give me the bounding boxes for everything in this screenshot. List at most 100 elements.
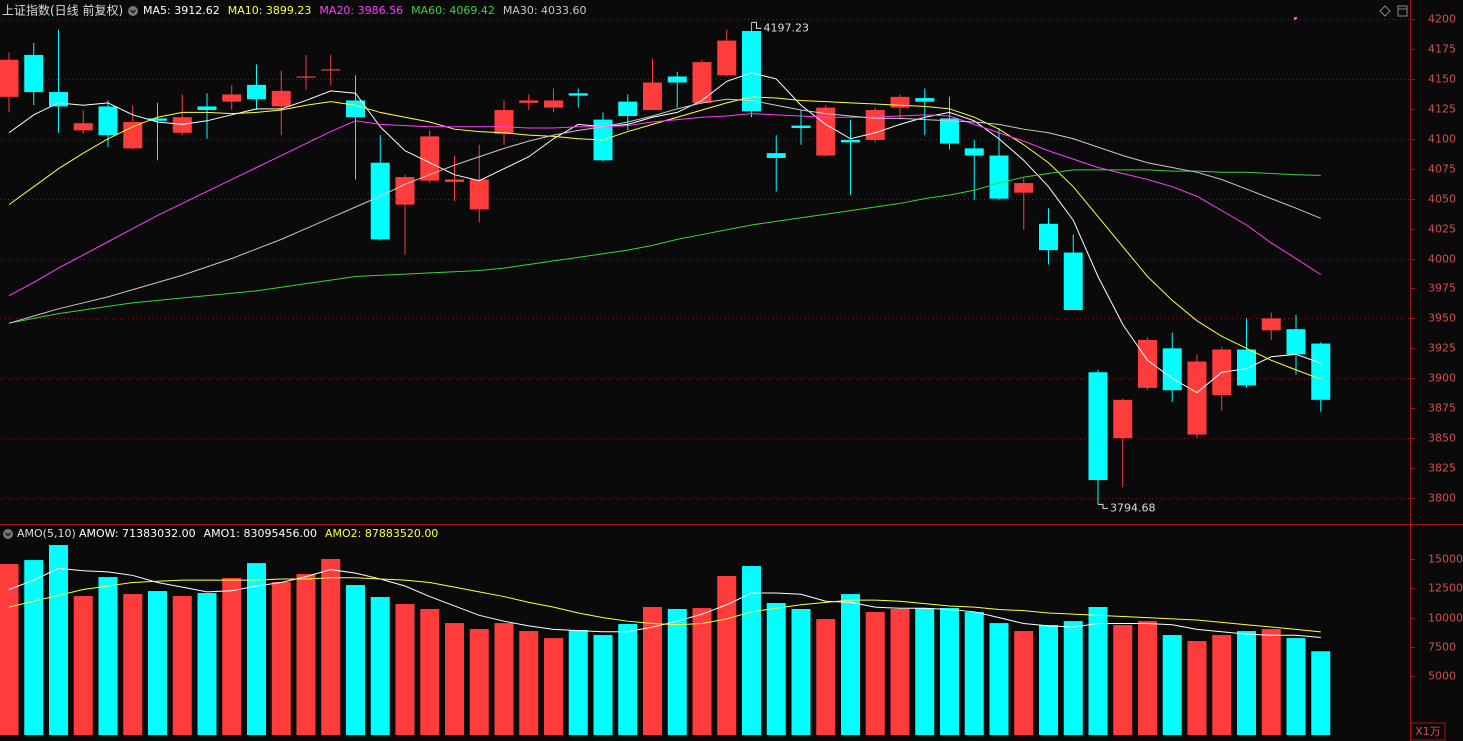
candle-body xyxy=(370,162,390,240)
y-tick-label: 7500 xyxy=(1428,641,1456,654)
menu-icon[interactable] xyxy=(3,529,13,539)
volume-bar xyxy=(643,606,662,735)
candle-body xyxy=(915,98,935,102)
volume-bar xyxy=(1261,629,1281,735)
candle-body xyxy=(321,69,341,71)
y-tick-label: 4025 xyxy=(1428,223,1456,236)
y-tick-label: 3975 xyxy=(1428,282,1456,295)
volume-bar xyxy=(1311,651,1331,735)
legend-entry: MA20: 3986.56 xyxy=(319,4,403,17)
annotation-label: 3794.68 xyxy=(1110,501,1156,514)
y-tick-label: 15000 xyxy=(1428,553,1463,566)
volume-bar xyxy=(1014,631,1034,735)
y-tick-label: 10000 xyxy=(1428,612,1463,625)
volume-bar xyxy=(544,638,563,735)
candle-body xyxy=(445,179,464,182)
candle-body xyxy=(0,59,19,97)
candle-body xyxy=(73,123,93,131)
candle-body xyxy=(544,100,563,108)
volume-bar xyxy=(247,563,266,735)
candle-body xyxy=(49,92,68,107)
y-tick-label: 4175 xyxy=(1428,43,1456,56)
volume-bar xyxy=(1088,606,1108,735)
volume-bar xyxy=(1237,631,1256,735)
y-tick-label: 4125 xyxy=(1428,103,1456,116)
candle-body xyxy=(643,82,662,111)
volume-bar xyxy=(1187,641,1207,735)
candle-body xyxy=(791,125,811,128)
y-tick-label: 3800 xyxy=(1428,492,1456,505)
y-tick-label: 3875 xyxy=(1428,402,1456,415)
panel-title: AMO(5,10) xyxy=(17,527,76,540)
candle-body xyxy=(766,153,786,158)
legend-entry: AMO2: 87883520.00 xyxy=(325,527,438,540)
volume-bar xyxy=(692,608,712,735)
y-tick-label: 3825 xyxy=(1428,462,1456,475)
volume-bar xyxy=(1039,625,1058,735)
y-tick-label: 4150 xyxy=(1428,73,1456,86)
candle-body xyxy=(1138,339,1157,388)
chart-title: 上证指数(日线 前复权) xyxy=(2,3,123,18)
volume-bar xyxy=(271,582,291,735)
y-tick-label: 4075 xyxy=(1428,163,1456,176)
candle-body xyxy=(964,148,984,156)
volume-bar xyxy=(420,608,440,735)
unit-label: X1万 xyxy=(1415,725,1441,738)
candle-body xyxy=(271,90,291,107)
candle-body xyxy=(1237,349,1256,386)
menu-chevron xyxy=(130,9,136,14)
candle-body xyxy=(469,179,489,210)
volume-bar xyxy=(445,623,464,735)
y-tick-label: 3925 xyxy=(1428,342,1456,355)
volume-bar xyxy=(989,623,1009,735)
candle-body xyxy=(1014,183,1034,193)
volume-bar xyxy=(0,564,19,735)
candle-body xyxy=(123,122,143,149)
marker-dot xyxy=(1294,17,1297,20)
unit-box xyxy=(1410,722,1446,741)
candle-body xyxy=(1113,399,1133,439)
window-icon[interactable] xyxy=(1397,5,1408,17)
y-tick-label: 5000 xyxy=(1428,670,1456,683)
volume-bar xyxy=(1138,621,1157,735)
candle-body xyxy=(519,100,539,103)
candle-body xyxy=(24,54,44,93)
volume-bar xyxy=(742,566,761,735)
candle-body xyxy=(296,76,316,78)
candle-body xyxy=(98,106,118,136)
candle-body xyxy=(1063,252,1083,311)
volume-bar xyxy=(73,596,93,735)
legend-entry: MA60: 4069.42 xyxy=(411,4,495,17)
candle-body xyxy=(197,106,217,111)
volume-bar xyxy=(1212,635,1232,735)
menu-chevron xyxy=(5,532,11,537)
candle-body xyxy=(395,177,415,205)
y-tick-label: 3850 xyxy=(1428,432,1456,445)
volume-bar xyxy=(222,578,242,735)
volume-bar xyxy=(568,629,588,735)
volume-bar xyxy=(346,585,365,735)
volume-bar xyxy=(717,576,737,735)
legend-entry: MA10: 3899.23 xyxy=(228,4,312,17)
volume-bar xyxy=(370,597,390,735)
candle-body xyxy=(148,118,167,121)
volume-bar xyxy=(766,603,786,735)
y-tick-label: 4050 xyxy=(1428,193,1456,206)
annotation-label: 4197.23 xyxy=(764,21,810,34)
volume-bar xyxy=(395,604,415,735)
volume-bar xyxy=(915,608,935,735)
diamond-icon[interactable] xyxy=(1379,5,1391,17)
volume-bar xyxy=(49,545,68,735)
menu-icon[interactable] xyxy=(128,6,138,16)
volume-bar xyxy=(816,619,836,735)
volume-bar xyxy=(494,623,514,735)
volume-bar xyxy=(791,608,811,735)
ma-line xyxy=(8,113,1322,297)
candle-body xyxy=(1286,329,1306,355)
volume-bar xyxy=(841,594,860,735)
candle-body xyxy=(494,110,514,134)
volume-bar xyxy=(98,577,118,735)
volume-bar xyxy=(1063,621,1083,735)
volume-bar xyxy=(296,574,316,735)
